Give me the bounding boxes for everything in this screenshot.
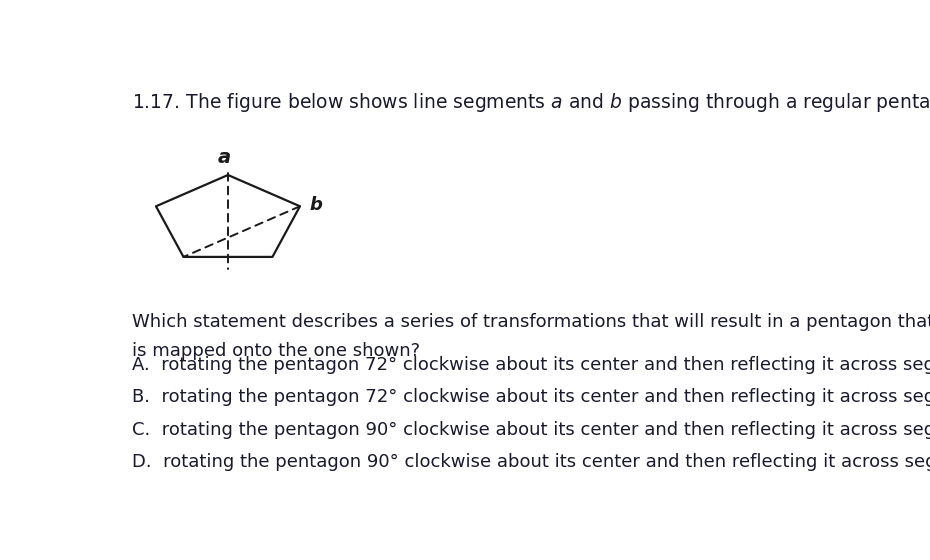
Text: Which statement describes a series of transformations that will result in a pent: Which statement describes a series of tr… bbox=[132, 313, 930, 331]
Text: 1.17. The figure below shows line segments $\it{a}$ and $\it{b}$ passing through: 1.17. The figure below shows line segmen… bbox=[132, 91, 930, 114]
Text: $\bfit{b}$: $\bfit{b}$ bbox=[310, 195, 324, 213]
Text: B.  rotating the pentagon 72° clockwise about its center and then reflecting it : B. rotating the pentagon 72° clockwise a… bbox=[132, 389, 930, 407]
Text: C.  rotating the pentagon 90° clockwise about its center and then reflecting it : C. rotating the pentagon 90° clockwise a… bbox=[132, 421, 930, 439]
Text: A.  rotating the pentagon 72° clockwise about its center and then reflecting it : A. rotating the pentagon 72° clockwise a… bbox=[132, 356, 930, 374]
Text: $\bfit{a}$: $\bfit{a}$ bbox=[217, 149, 231, 167]
Text: D.  rotating the pentagon 90° clockwise about its center and then reflecting it : D. rotating the pentagon 90° clockwise a… bbox=[132, 453, 930, 471]
Text: is mapped onto the one shown?: is mapped onto the one shown? bbox=[132, 342, 420, 360]
